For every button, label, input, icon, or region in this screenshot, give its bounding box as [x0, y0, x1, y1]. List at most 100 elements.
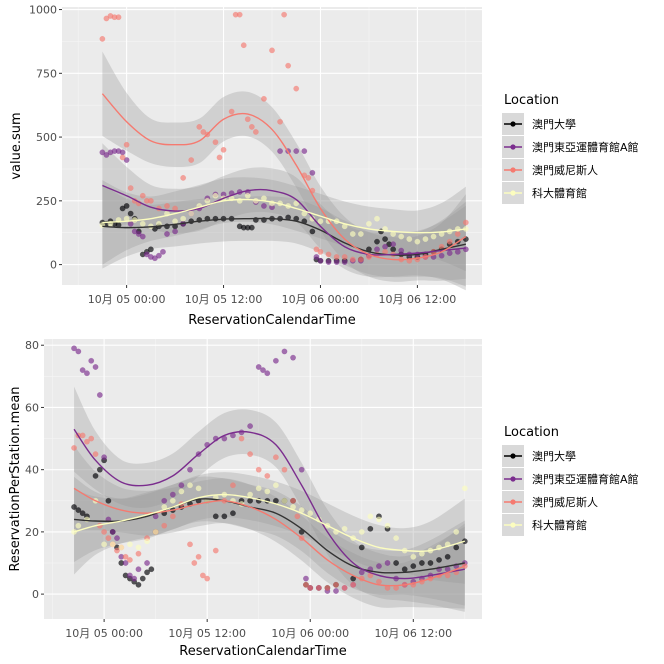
data-point — [92, 451, 99, 457]
data-point — [119, 205, 126, 212]
data-point — [384, 522, 391, 529]
legend-label: 科大體育館 — [532, 186, 587, 200]
data-point — [303, 581, 309, 588]
data-point — [324, 585, 331, 591]
data-point — [96, 466, 103, 473]
legend-key-point — [510, 144, 516, 150]
data-point — [196, 124, 203, 130]
data-point — [169, 513, 176, 520]
data-point — [148, 566, 155, 573]
data-point — [325, 259, 332, 265]
data-point — [75, 348, 82, 355]
data-point — [244, 116, 251, 123]
data-point — [169, 497, 176, 504]
data-point — [144, 569, 150, 576]
smooth-lines — [101, 93, 467, 261]
confidence-band — [74, 386, 465, 612]
x-tick-label: 10月 05 00:00 — [88, 293, 166, 306]
data-point — [307, 585, 314, 591]
x-tick-label: 10月 05 12:00 — [168, 627, 246, 640]
data-points — [71, 345, 468, 594]
data-point — [144, 560, 150, 566]
data-point — [333, 259, 340, 265]
data-point — [188, 157, 195, 163]
data-point — [422, 236, 429, 242]
data-point — [178, 482, 185, 489]
data-point — [71, 504, 77, 510]
data-point — [187, 482, 193, 489]
data-point — [410, 553, 417, 560]
data-point — [290, 354, 296, 361]
data-point — [436, 557, 442, 563]
x-tick-labels: 10月 05 00:00 10月 05 12:00 10月 06 00:00 10月 … — [65, 619, 452, 640]
data-point — [109, 541, 116, 548]
x-tick-label: 10月 06 00:00 — [271, 627, 349, 640]
x-tick-label: 10月 06 12:00 — [374, 627, 452, 640]
data-point — [374, 238, 380, 245]
data-point — [341, 525, 348, 532]
data-point — [248, 224, 255, 231]
data-point — [178, 488, 185, 495]
data-point — [376, 578, 382, 585]
data-point — [309, 228, 316, 235]
data-point — [92, 364, 99, 370]
smooth-line — [102, 198, 466, 234]
data-point — [220, 146, 227, 153]
data-point — [293, 148, 300, 154]
data-point — [264, 370, 271, 377]
data-point — [384, 560, 391, 566]
data-point — [127, 210, 134, 217]
data-point — [169, 491, 176, 498]
data-point — [430, 233, 437, 240]
data-point — [247, 423, 253, 429]
legend-key-point — [510, 476, 516, 482]
data-point — [240, 42, 247, 49]
data-point — [152, 529, 159, 535]
y-axis-title: ReservationPerStation.mean — [8, 386, 23, 571]
data-point — [453, 544, 460, 551]
data-point — [281, 11, 287, 18]
data-point — [390, 241, 397, 248]
x-tick-label: 10月 06 12:00 — [379, 293, 457, 306]
data-point — [419, 560, 425, 566]
data-point — [374, 246, 380, 253]
data-point — [367, 513, 374, 520]
data-point — [293, 85, 300, 92]
data-point — [101, 529, 107, 535]
data-point — [255, 364, 262, 370]
data-point — [135, 581, 142, 588]
data-point — [393, 535, 399, 541]
data-point — [204, 575, 211, 582]
data-point — [135, 231, 142, 237]
data-point — [164, 203, 170, 209]
data-point — [114, 535, 120, 541]
smooth-lines — [73, 428, 466, 587]
y-tick-labels: 0 250 500 750 1000 — [29, 4, 62, 272]
legend-key-point — [510, 453, 516, 459]
data-point — [118, 544, 125, 551]
data-point — [248, 124, 255, 130]
data-point — [325, 251, 332, 258]
legend-title: Location — [504, 425, 559, 440]
data-point — [96, 392, 103, 398]
data-point — [281, 466, 288, 473]
data-point — [212, 192, 219, 199]
data-point — [75, 522, 82, 529]
data-point — [103, 15, 110, 22]
data-point — [212, 513, 219, 520]
data-point — [255, 485, 262, 492]
data-point — [103, 152, 110, 158]
data-point — [119, 149, 126, 156]
data-point — [123, 141, 130, 148]
data-point — [438, 252, 445, 259]
data-point — [260, 367, 266, 373]
data-point — [350, 581, 357, 588]
data-point — [156, 252, 162, 259]
data-point — [333, 254, 340, 260]
data-point — [131, 228, 138, 235]
data-point — [341, 259, 348, 265]
